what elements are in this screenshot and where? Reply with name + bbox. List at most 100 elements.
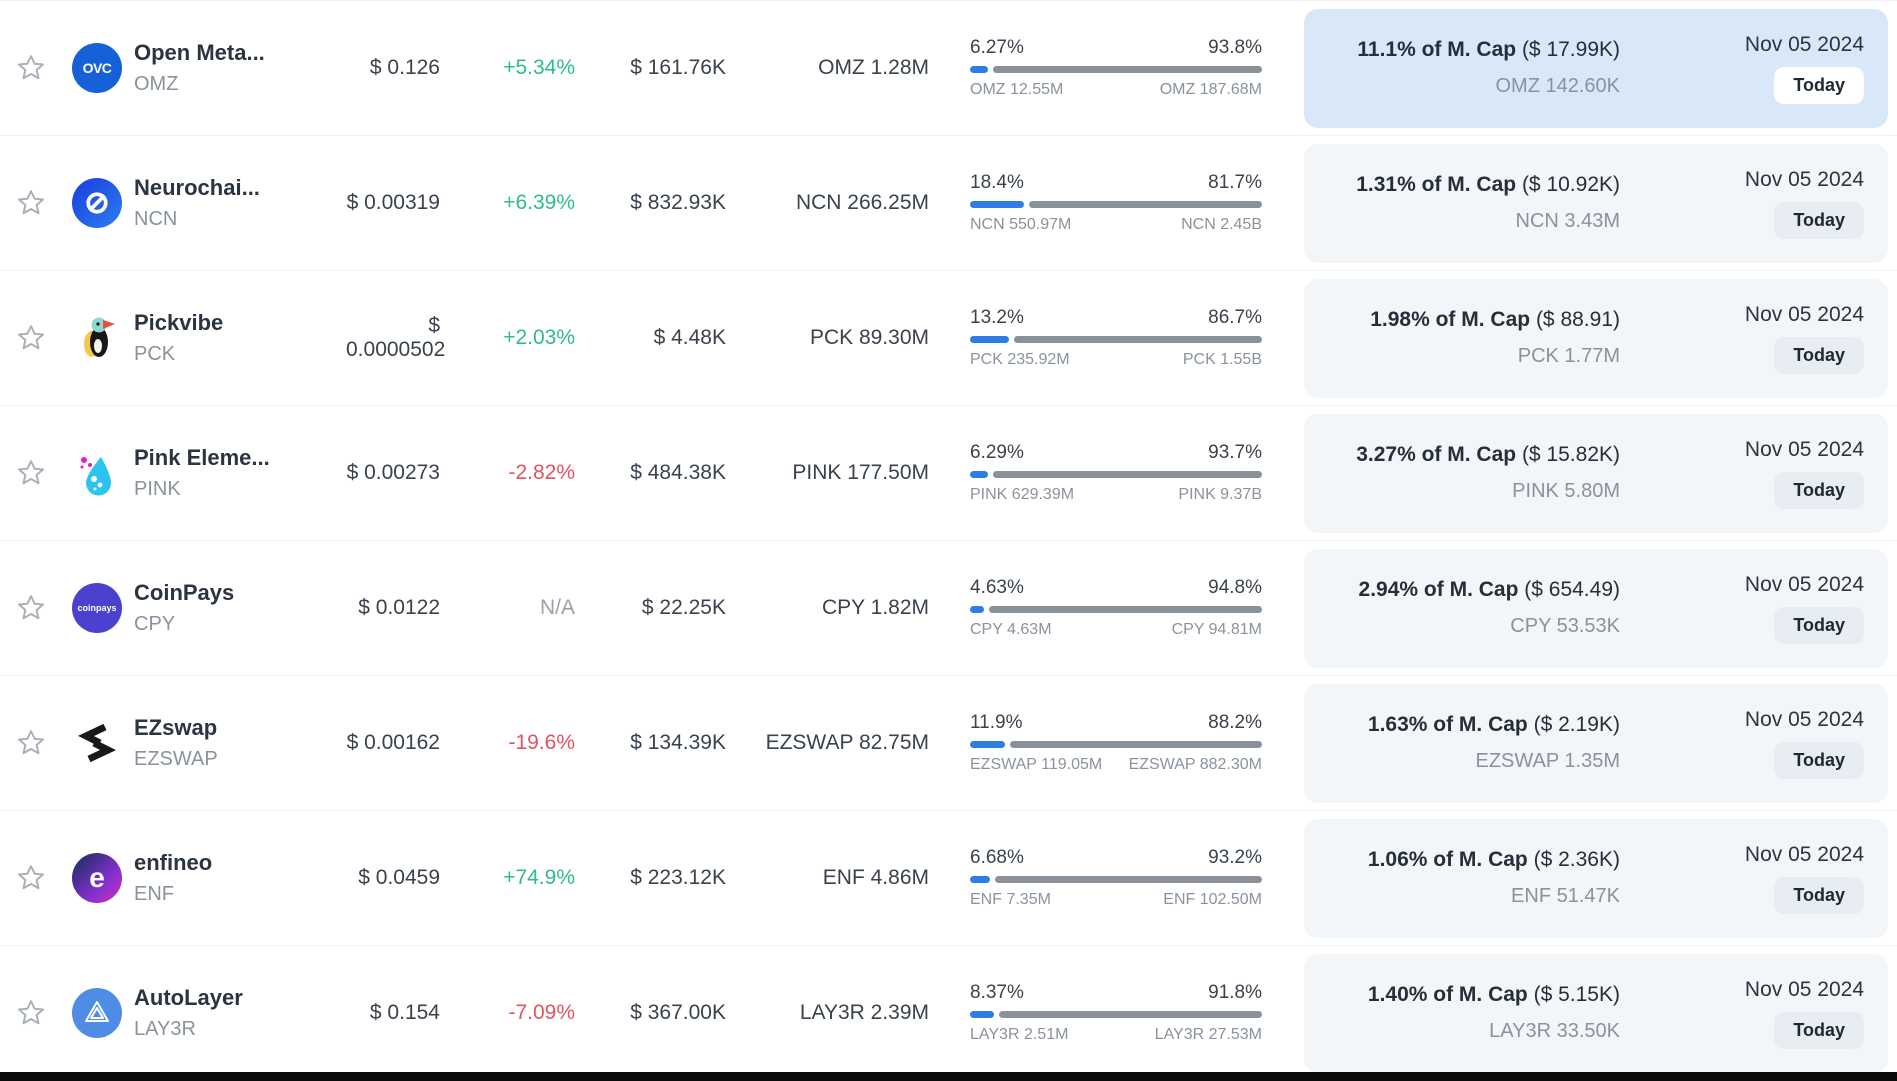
table-row[interactable]: coinpays CoinPays CPY $ 0.0122 N/A $ 22.…	[0, 540, 1897, 675]
progress-bar	[970, 201, 1262, 208]
today-badge: Today	[1774, 471, 1864, 509]
cpy-coin-logo: coinpays	[72, 583, 122, 633]
volume-value: $ 484.38K	[630, 461, 726, 484]
favorite-button[interactable]	[0, 53, 62, 83]
progress-bar	[970, 1011, 1262, 1018]
mcap-line: 1.98% of M. Cap ($ 88.91)	[1328, 308, 1620, 332]
date-value: Nov 05 2024	[1744, 977, 1864, 1001]
mcap-line: 11.1% of M. Cap ($ 17.99K)	[1328, 38, 1620, 62]
coin-symbol: CPY	[134, 612, 176, 635]
progress-fill	[970, 66, 989, 73]
favorite-button[interactable]	[0, 998, 62, 1028]
enf-logo-icon: e	[72, 853, 122, 903]
table-row[interactable]: Pickvibe PCK $ 0.0000502 +2.03% $ 4.48K …	[0, 270, 1897, 405]
favorite-button[interactable]	[0, 728, 62, 758]
progress-bar	[970, 66, 1262, 73]
lay3r-logo-icon	[72, 988, 122, 1038]
date-value: Nov 05 2024	[1744, 842, 1864, 866]
ezswap-logo-icon	[78, 723, 116, 763]
progress-rest	[1028, 201, 1262, 208]
mcap-cell: 1.63% of M. Cap ($ 2.19K) EZSWAP 1.35M N…	[1304, 683, 1888, 803]
mcap-percent: 2.94% of M. Cap	[1358, 578, 1519, 601]
amount-value: NCN 266.25M	[795, 191, 929, 214]
star-icon	[18, 730, 44, 755]
progress-left-label: OMZ 12.55M	[970, 81, 1064, 98]
cpy-logo-icon: coinpays	[72, 583, 122, 633]
today-badge: Today	[1774, 336, 1864, 374]
progress-fill	[970, 336, 1009, 343]
change-value: -7.09%	[508, 1001, 575, 1024]
mcap-paren: ($ 654.49)	[1524, 578, 1620, 601]
coin-symbol: EZSWAP	[134, 747, 218, 770]
star-icon	[18, 55, 44, 80]
mcap-amount: PINK 5.80M	[1512, 480, 1620, 502]
change-value: +6.39%	[503, 191, 575, 214]
mcap-amount: ENF 51.47K	[1511, 885, 1620, 907]
price-value: $ 0.0000502	[346, 314, 446, 361]
star-icon	[18, 190, 44, 215]
mcap-cell: 11.1% of M. Cap ($ 17.99K) OMZ 142.60K N…	[1304, 8, 1888, 128]
favorite-button[interactable]	[0, 593, 62, 623]
coin-symbol: LAY3R	[134, 1017, 196, 1040]
amount-value: OMZ 1.28M	[818, 56, 929, 79]
progress-rest	[1009, 741, 1262, 748]
progress-left-label: CPY 4.63M	[970, 621, 1052, 638]
volume-value: $ 22.25K	[641, 596, 726, 619]
change-value: +5.34%	[503, 56, 575, 79]
omz-logo-icon: OVC	[72, 43, 122, 93]
coin-name: enfineo	[134, 850, 213, 876]
progress-left-pct: 13.2%	[970, 307, 1024, 328]
mcap-line: 2.94% of M. Cap ($ 654.49)	[1328, 578, 1620, 602]
mcap-line: 1.06% of M. Cap ($ 2.36K)	[1328, 848, 1620, 872]
supply-progress: 4.63% 94.8% CPY 4.63M CPY 94.81M	[970, 577, 1262, 639]
price-value: $ 0.0459	[358, 866, 440, 889]
star-icon	[18, 325, 44, 350]
mcap-paren: ($ 17.99K)	[1521, 38, 1620, 61]
volume-value: $ 832.93K	[630, 191, 726, 214]
mcap-paren: ($ 2.19K)	[1533, 713, 1620, 736]
mcap-line: 1.63% of M. Cap ($ 2.19K)	[1328, 713, 1620, 737]
table-row[interactable]: Neurochai... NCN $ 0.00319 +6.39% $ 832.…	[0, 135, 1897, 270]
coin-name: Open Meta...	[134, 40, 265, 66]
mcap-percent: 3.27% of M. Cap	[1356, 443, 1517, 466]
coin-symbol: PINK	[134, 477, 181, 500]
progress-fill	[970, 471, 989, 478]
progress-right-pct: 88.2%	[1208, 712, 1262, 733]
amount-value: PINK 177.50M	[792, 461, 929, 484]
progress-right-label: NCN 2.45B	[1181, 216, 1262, 233]
coin-symbol: OMZ	[134, 72, 179, 95]
mcap-paren: ($ 88.91)	[1535, 308, 1620, 331]
progress-rest	[1013, 336, 1262, 343]
progress-right-label: PINK 9.37B	[1178, 486, 1262, 503]
volume-value: $ 223.12K	[630, 866, 726, 889]
mcap-cell: 2.94% of M. Cap ($ 654.49) CPY 53.53K No…	[1304, 548, 1888, 668]
mcap-cell: 1.06% of M. Cap ($ 2.36K) ENF 51.47K Nov…	[1304, 818, 1888, 938]
progress-right-pct: 93.7%	[1208, 442, 1262, 463]
progress-left-label: NCN 550.97M	[970, 216, 1072, 233]
mcap-percent: 1.40% of M. Cap	[1367, 983, 1528, 1006]
progress-fill	[970, 1011, 995, 1018]
table-row[interactable]: EZswap EZSWAP $ 0.00162 -19.6% $ 134.39K…	[0, 675, 1897, 810]
progress-right-label: PCK 1.55B	[1182, 351, 1262, 368]
supply-progress: 6.68% 93.2% ENF 7.35M ENF 102.50M	[970, 847, 1262, 909]
favorite-button[interactable]	[0, 863, 62, 893]
volume-value: $ 367.00K	[630, 1001, 726, 1024]
mcap-amount: LAY3R 33.50K	[1489, 1020, 1620, 1042]
progress-right-pct: 86.7%	[1208, 307, 1262, 328]
table-row[interactable]: AutoLayer LAY3R $ 0.154 -7.09% $ 367.00K…	[0, 945, 1897, 1080]
favorite-button[interactable]	[0, 458, 62, 488]
progress-left-pct: 6.27%	[970, 37, 1024, 58]
mcap-percent: 11.1% of M. Cap	[1357, 38, 1517, 61]
table-row[interactable]: OVC Open Meta... OMZ $ 0.126 +5.34% $ 16…	[0, 0, 1897, 135]
progress-fill	[970, 741, 1005, 748]
favorite-button[interactable]	[0, 188, 62, 218]
mcap-percent: 1.31% of M. Cap	[1356, 173, 1517, 196]
table-row[interactable]: e enfineo ENF $ 0.0459 +74.9% $ 223.12K …	[0, 810, 1897, 945]
table-row[interactable]: Pink Eleme... PINK $ 0.00273 -2.82% $ 48…	[0, 405, 1897, 540]
mcap-cell: 1.98% of M. Cap ($ 88.91) PCK 1.77M Nov …	[1304, 278, 1888, 398]
supply-progress: 11.9% 88.2% EZSWAP 119.05M EZSWAP 882.30M	[970, 712, 1262, 774]
favorite-button[interactable]	[0, 323, 62, 353]
mcap-line: 3.27% of M. Cap ($ 15.82K)	[1328, 443, 1620, 467]
coin-symbol: NCN	[134, 207, 178, 230]
